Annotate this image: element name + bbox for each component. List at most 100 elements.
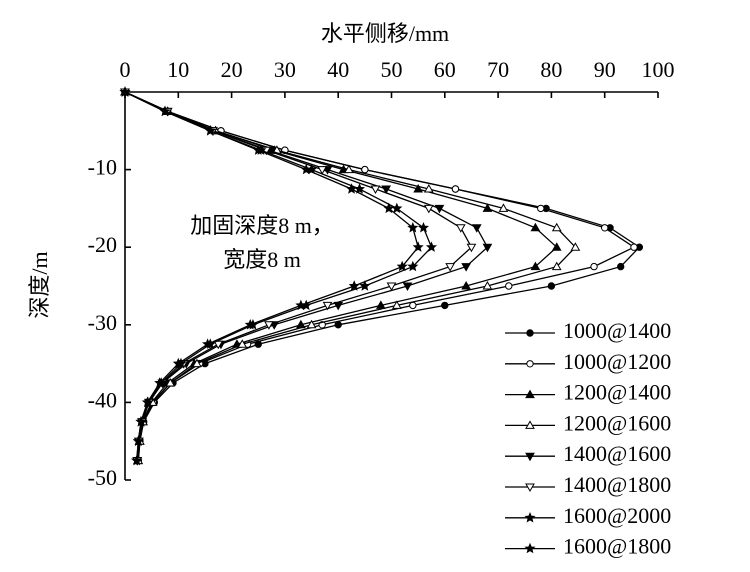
marker xyxy=(498,203,509,212)
series-line xyxy=(124,91,419,461)
legend-marker xyxy=(525,483,535,493)
marker xyxy=(237,339,248,348)
legend-marker xyxy=(525,389,535,399)
y-tick-label: -20 xyxy=(88,232,117,257)
marker xyxy=(131,454,143,466)
marker xyxy=(192,358,202,368)
legend-label: 1600@2000 xyxy=(563,503,671,528)
legend-label: 1000@1200 xyxy=(563,349,671,374)
x-axis-label: 水平侧移/mm xyxy=(321,21,449,46)
marker xyxy=(425,241,437,252)
marker xyxy=(551,242,562,251)
marker xyxy=(295,299,307,311)
annotation: 宽度8 m xyxy=(223,247,301,272)
marker xyxy=(252,144,264,155)
marker xyxy=(141,396,153,408)
marker xyxy=(466,243,477,253)
marker xyxy=(423,183,434,193)
marker xyxy=(386,282,397,292)
marker xyxy=(505,282,513,290)
series-line xyxy=(124,91,489,461)
marker xyxy=(383,202,395,214)
series-line xyxy=(124,91,641,461)
legend-marker xyxy=(524,511,536,523)
x-tick-label: 70 xyxy=(487,57,509,82)
marker xyxy=(135,415,147,427)
marker xyxy=(119,86,131,97)
marker xyxy=(482,243,493,253)
x-tick-label: 90 xyxy=(594,57,616,82)
series-line xyxy=(124,91,433,461)
marker xyxy=(359,280,371,291)
marker xyxy=(348,280,360,291)
legend-marker xyxy=(526,360,534,368)
marker xyxy=(455,224,466,233)
marker xyxy=(441,301,449,310)
marker xyxy=(381,185,392,195)
y-tick-label: -50 xyxy=(88,465,117,490)
annotation: 加固深度8 m， xyxy=(190,213,334,238)
legend-label: 1000@1400 xyxy=(563,318,671,343)
marker xyxy=(165,377,176,387)
marker xyxy=(417,221,429,233)
marker xyxy=(461,280,471,290)
marker xyxy=(346,183,358,194)
y-tick-label: -40 xyxy=(88,387,117,412)
marker xyxy=(471,224,482,233)
marker xyxy=(306,319,317,329)
legend-label: 1600@1800 xyxy=(563,534,671,559)
x-tick-label: 80 xyxy=(540,57,562,82)
marker xyxy=(530,261,541,271)
x-tick-label: 60 xyxy=(434,57,456,82)
y-tick-label: -30 xyxy=(88,310,117,335)
marker xyxy=(551,261,562,271)
marker xyxy=(445,263,455,272)
marker xyxy=(616,262,625,271)
marker xyxy=(409,301,417,310)
marker xyxy=(317,166,328,175)
y-axis-label: 深度/m xyxy=(27,251,52,318)
x-tick-label: 20 xyxy=(221,57,243,82)
x-tick-label: 100 xyxy=(642,57,675,82)
legend-label: 1200@1600 xyxy=(563,410,671,435)
x-tick-label: 40 xyxy=(327,57,349,82)
marker xyxy=(413,183,424,193)
marker xyxy=(537,204,545,213)
marker xyxy=(300,163,312,175)
marker xyxy=(343,164,354,174)
x-tick-label: 10 xyxy=(167,57,189,82)
y-tick-label: -10 xyxy=(88,155,117,180)
marker xyxy=(530,222,541,232)
marker xyxy=(482,203,493,212)
marker xyxy=(551,222,562,232)
marker xyxy=(154,377,166,388)
legend-label: 1400@1600 xyxy=(563,441,671,466)
x-tick-label: 0 xyxy=(120,57,131,82)
marker xyxy=(547,282,556,290)
marker xyxy=(202,338,214,349)
marker xyxy=(244,318,256,330)
marker xyxy=(461,263,471,272)
marker xyxy=(132,435,144,446)
marker xyxy=(159,105,171,117)
series-line xyxy=(124,91,577,461)
series-line xyxy=(124,91,473,461)
marker xyxy=(570,242,581,251)
marker xyxy=(334,321,342,329)
marker xyxy=(396,260,408,272)
marker xyxy=(601,224,609,232)
marker xyxy=(391,300,402,309)
marker xyxy=(412,241,424,252)
marker xyxy=(407,221,419,233)
marker xyxy=(172,357,184,369)
marker xyxy=(590,262,598,271)
marker xyxy=(630,243,638,251)
x-tick-label: 50 xyxy=(381,57,403,82)
marker xyxy=(370,185,381,195)
marker xyxy=(322,301,333,311)
series-line xyxy=(124,91,558,461)
marker xyxy=(482,280,493,290)
marker xyxy=(361,165,369,174)
marker xyxy=(434,204,445,214)
